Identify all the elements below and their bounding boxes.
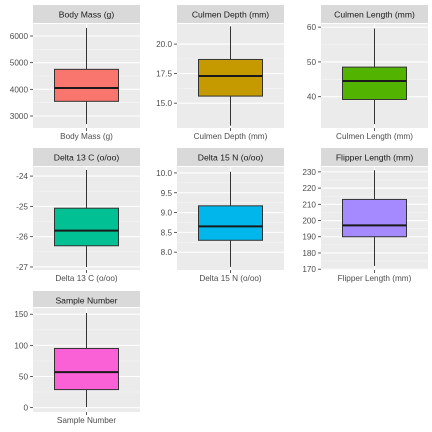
box-sample-number	[54, 347, 119, 391]
y-tick-label: 150	[14, 310, 28, 319]
y-tick-label: 230	[302, 168, 316, 177]
y-tick-label: 0	[23, 404, 28, 413]
y-tick-label: 20.0	[156, 40, 172, 49]
y-tick-label: 6000	[10, 32, 29, 41]
y-tick-label: 10.0	[156, 169, 172, 178]
box-body-mass-g	[54, 68, 119, 102]
y-tick-label: 100	[14, 341, 28, 350]
y-tick-label: 220	[302, 184, 316, 193]
strip-label-flipper-length-mm: Flipper Length (mm)	[336, 153, 414, 163]
strip-delta-13-c-o-oo	[33, 148, 140, 166]
y-tick-label: 50	[19, 373, 29, 382]
y-tick-label: 9.0	[161, 209, 173, 218]
panel-delta-15-n-o-oo: Delta 15 N (o/oo) 8.0 8.5 9.0 9.5 10.0 Delta 1…	[156, 148, 284, 283]
box-flipper-length-mm	[342, 198, 407, 238]
strip-label-delta-15-n-o-oo: Delta 15 N (o/oo)	[198, 153, 264, 163]
x-category-label: Delta 13 C (o/oo)	[55, 274, 118, 283]
x-category-label: Flipper Length (mm)	[338, 274, 412, 283]
y-tick-label: 15.0	[156, 99, 172, 108]
y-tick-label: 200	[302, 217, 316, 226]
x-category-label: Culmen Length (mm)	[336, 132, 413, 141]
y-tick-label: 190	[302, 233, 316, 242]
strip-sample-number	[33, 291, 140, 307]
x-category-label: Delta 15 N (o/oo)	[199, 274, 262, 283]
strip-flipper-length-mm	[321, 148, 428, 166]
x-category-label: Body Mass (g)	[60, 132, 113, 141]
strip-label-delta-13-c-o-oo: Delta 13 C (o/oo)	[54, 153, 120, 163]
strip-label-culmen-length-mm: Culmen Length (mm)	[334, 10, 415, 20]
y-tick-label: -27	[16, 263, 28, 272]
x-category-label: Culmen Depth (mm)	[194, 132, 268, 141]
box-culmen-length-mm	[342, 66, 407, 100]
y-tick-label: 17.5	[156, 70, 172, 79]
y-tick-label: -25	[16, 202, 28, 211]
panel-body-mass-g: Body Mass (g) 3000 4000 5000 6000 Body Mass (…	[10, 5, 140, 141]
strip-label-body-mass-g: Body Mass (g)	[59, 10, 115, 20]
y-tick-label: 9.5	[161, 189, 173, 198]
panel-flipper-length-mm: Flipper Length (mm) 170 180 190 200 210 220 230…	[302, 148, 428, 283]
x-category-label: Sample Number	[57, 416, 116, 425]
y-tick-label: 170	[302, 265, 316, 274]
y-tick-label: 5000	[10, 59, 29, 68]
y-tick-label: 50	[307, 58, 317, 67]
box-delta-15-n-o-oo	[198, 205, 263, 241]
y-tick-label: 40	[307, 93, 317, 102]
box-culmen-depth-mm	[198, 58, 263, 97]
y-tick-label: -24	[16, 172, 28, 181]
y-tick-label: 180	[302, 249, 316, 258]
y-tick-label: 4000	[10, 85, 29, 94]
strip-culmen-length-mm	[321, 5, 428, 23]
y-tick-label: 210	[302, 200, 316, 209]
box-delta-13-c-o-oo	[54, 207, 119, 247]
strip-body-mass-g	[33, 5, 140, 23]
panel-delta-13-c-o-oo: Delta 13 C (o/oo) -27 -26 -25 -24 Delta 13 C …	[16, 148, 140, 283]
y-tick-label: 60	[307, 23, 317, 32]
strip-label-sample-number: Sample Number	[55, 296, 117, 306]
y-tick-label: 8.0	[161, 248, 173, 257]
strip-label-culmen-depth-mm: Culmen Depth (mm)	[192, 10, 269, 20]
y-tick-label: 3000	[10, 112, 29, 121]
panel-culmen-depth-mm: Culmen Depth (mm) 15.0 17.5 20.0 Culmen Dept…	[156, 5, 284, 141]
panel-sample-number: Sample Number 0 50 100 150 Sample Number	[14, 291, 140, 425]
strip-delta-15-n-o-oo	[177, 148, 284, 166]
panel-culmen-length-mm: Culmen Length (mm) 40 50 60 Culmen Length (m…	[307, 5, 428, 141]
strip-culmen-depth-mm	[177, 5, 284, 23]
y-tick-label: 8.5	[161, 228, 173, 237]
y-tick-label: -26	[16, 233, 28, 242]
